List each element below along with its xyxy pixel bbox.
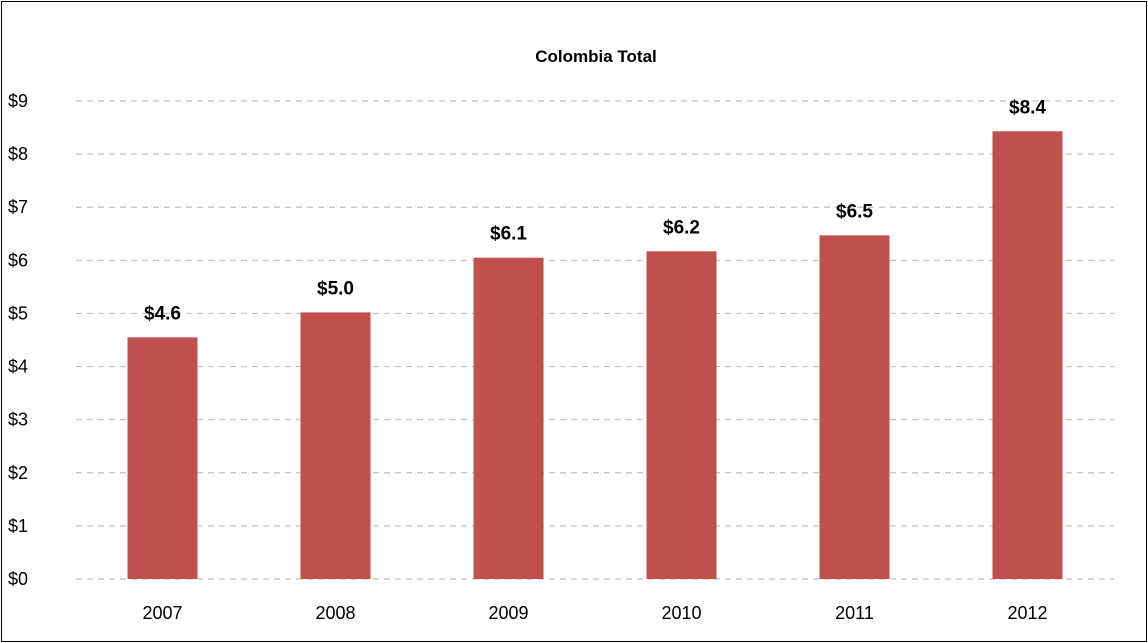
x-tick-label: 2008 — [315, 603, 355, 623]
x-tick-label: 2010 — [661, 603, 701, 623]
data-label: $6.2 — [663, 217, 700, 238]
y-tick-label: $8 — [8, 144, 28, 164]
x-tick-label: 2011 — [835, 603, 874, 623]
x-tick-label: 2012 — [1007, 603, 1047, 623]
data-labels: $4.6 $5.0 $6.1 $6.2 $6.5 $8.4 — [144, 97, 1046, 324]
bar — [646, 251, 717, 579]
data-label: $8.4 — [1009, 97, 1046, 118]
y-tick-label: $9 — [8, 91, 28, 111]
x-tick-label: 2007 — [142, 603, 182, 623]
chart-title: Colombia Total — [535, 47, 657, 66]
data-label: $6.5 — [836, 201, 873, 222]
data-label: $4.6 — [144, 303, 181, 324]
y-axis-tick-labels: $0 $1 $2 $3 $4 $5 $6 $7 $8 $9 — [8, 91, 28, 589]
y-tick-label: $7 — [8, 197, 28, 217]
bars — [127, 131, 1063, 580]
y-tick-label: $3 — [8, 410, 28, 430]
bar — [300, 312, 371, 579]
bar — [819, 235, 890, 580]
y-tick-label: $0 — [8, 569, 28, 589]
y-tick-label: $1 — [8, 516, 28, 536]
x-tick-label: 2009 — [488, 603, 528, 623]
gridlines — [76, 100, 1114, 580]
bar — [992, 131, 1063, 580]
bar — [473, 257, 544, 579]
y-tick-label: $6 — [8, 250, 28, 270]
data-label: $6.1 — [490, 224, 527, 245]
data-label: $5.0 — [317, 278, 354, 299]
y-tick-label: $2 — [8, 463, 28, 483]
y-tick-label: $5 — [8, 303, 28, 323]
x-axis-tick-labels: 2007 2008 2009 2010 2011 2012 — [142, 603, 1047, 623]
y-tick-label: $4 — [8, 357, 28, 377]
bar — [127, 337, 198, 579]
